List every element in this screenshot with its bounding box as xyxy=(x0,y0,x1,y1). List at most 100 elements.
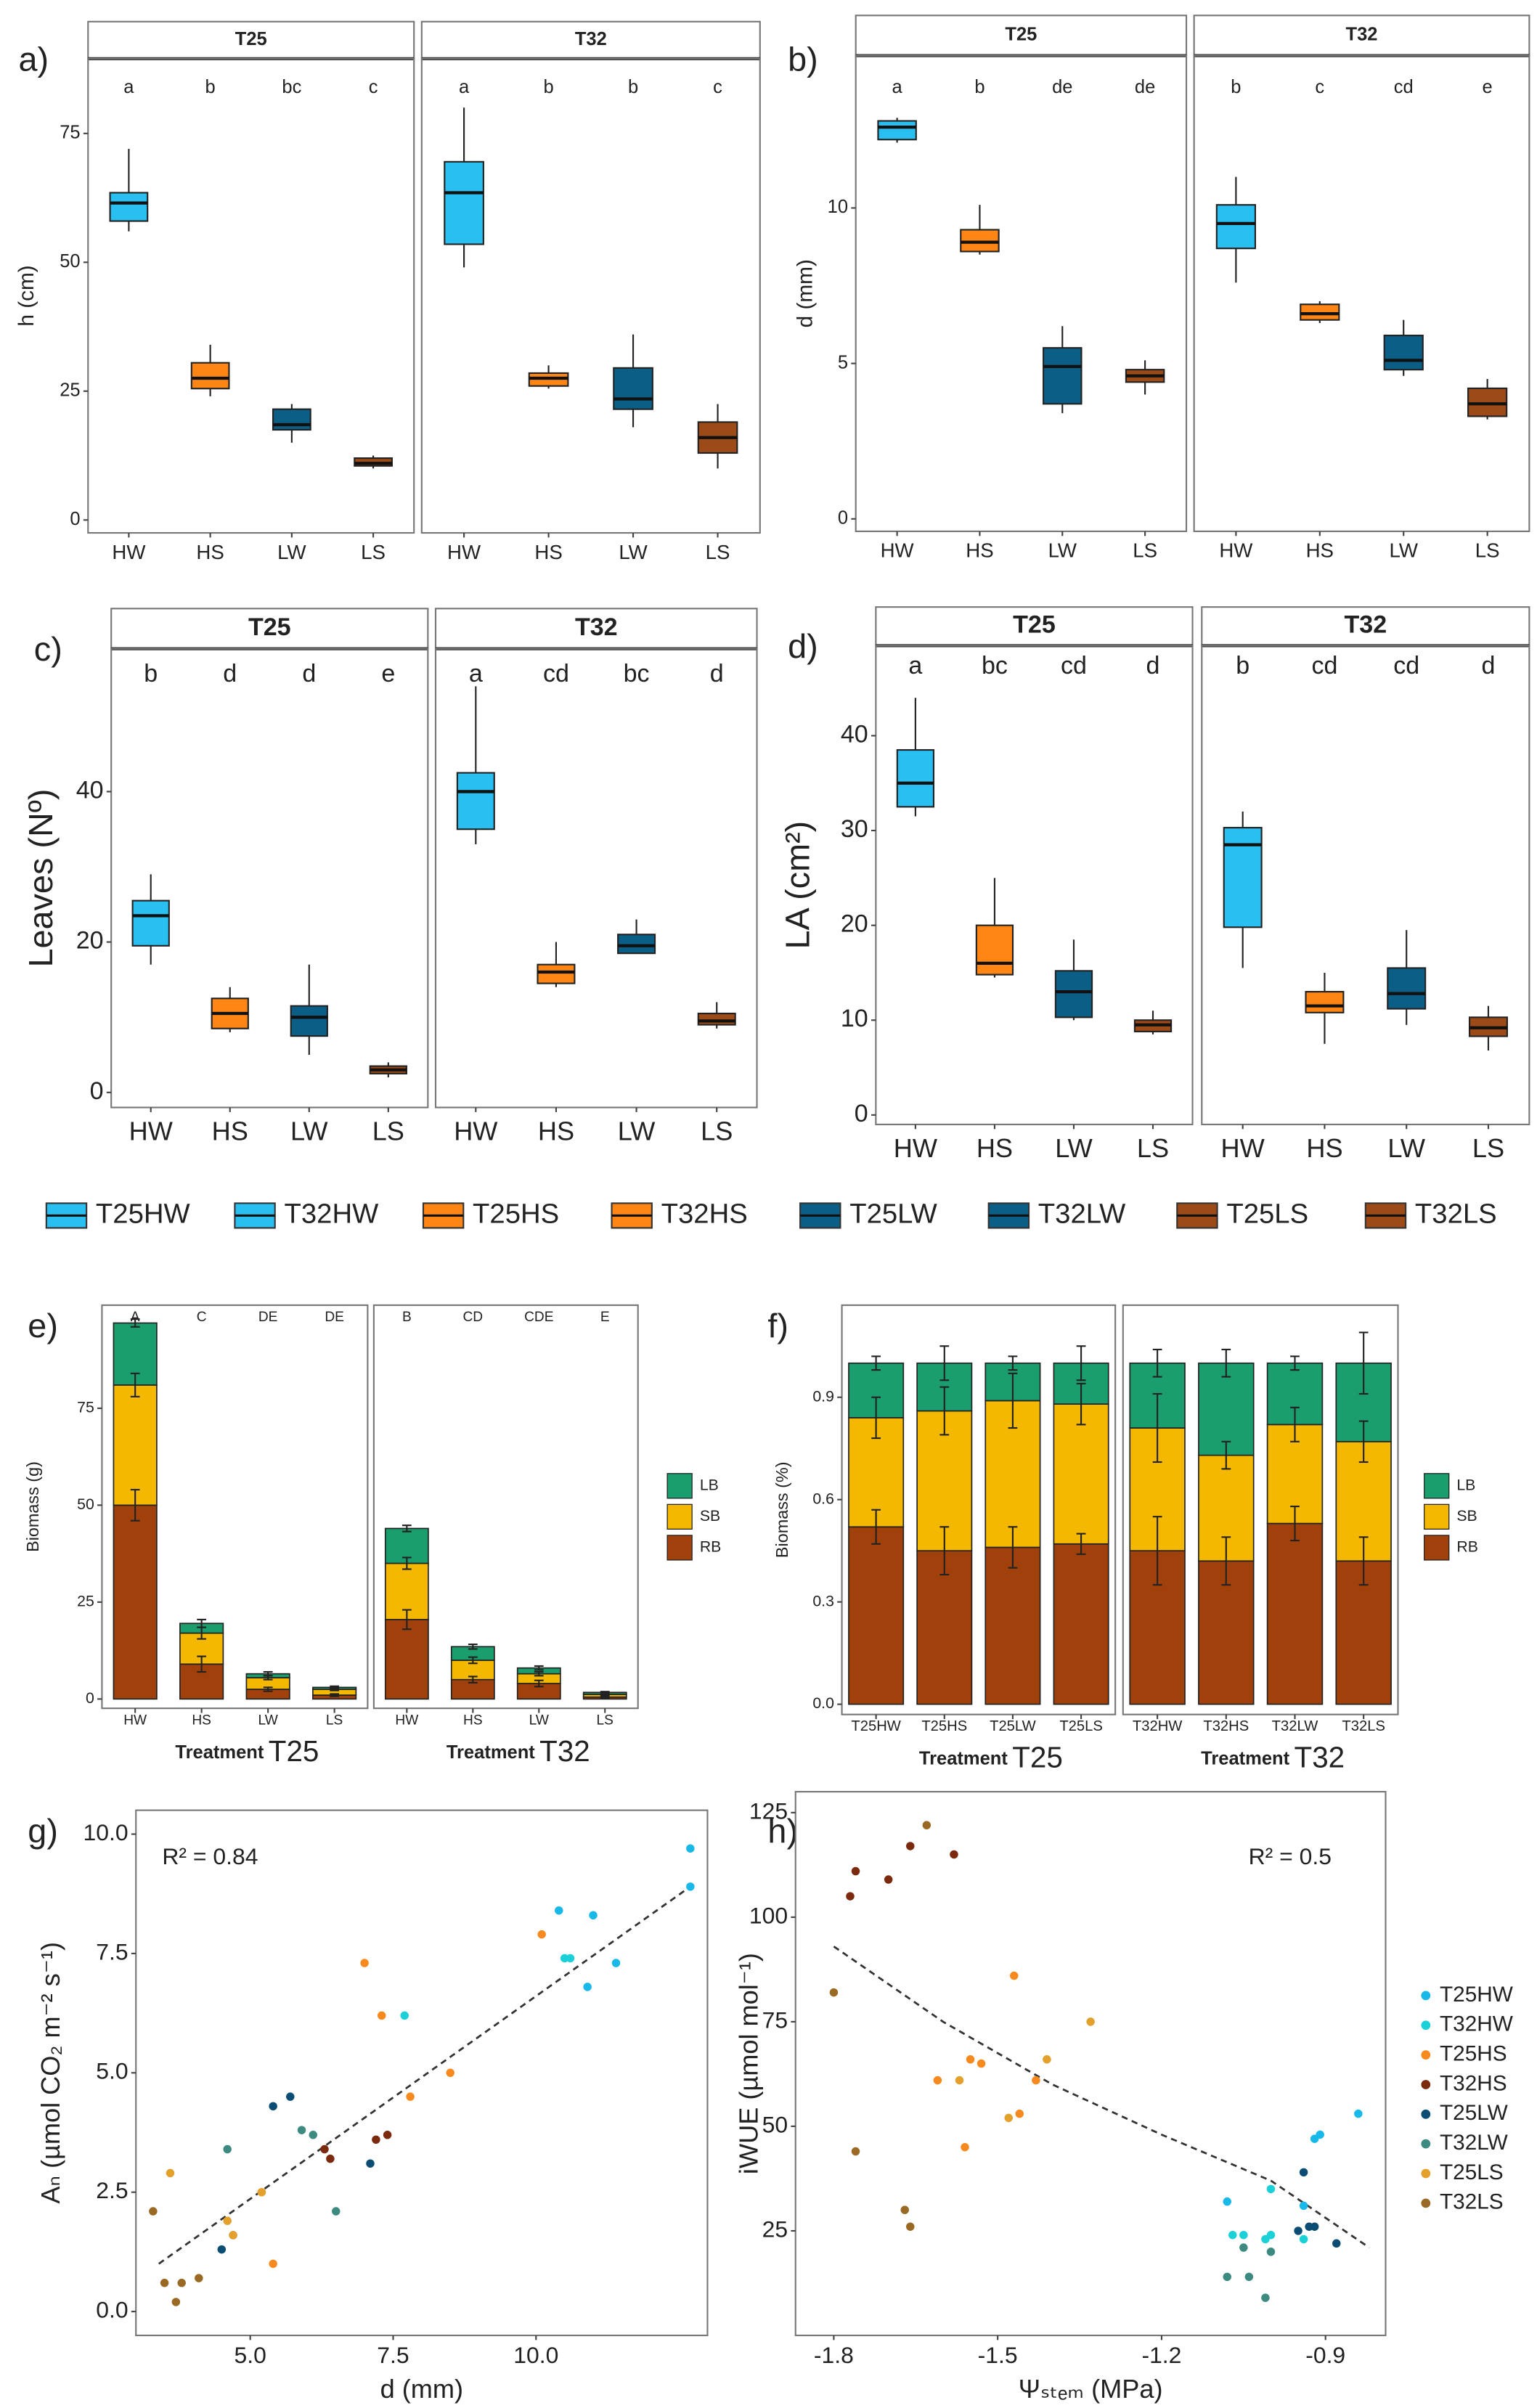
error-bar xyxy=(130,1488,140,1522)
significance-letter: CDE xyxy=(524,1310,553,1325)
significance-letter: b xyxy=(628,77,638,97)
significance-letter: e xyxy=(1483,77,1493,97)
error-bar xyxy=(1290,1355,1300,1371)
point xyxy=(1244,2272,1254,2282)
point xyxy=(589,1911,598,1920)
x-tick-label: HW xyxy=(454,1116,497,1146)
point xyxy=(686,1882,695,1891)
y-axis-title: h (cm) xyxy=(15,265,38,326)
panel-label: c) xyxy=(34,630,62,668)
facet-title: T25 xyxy=(235,29,267,49)
error-bar xyxy=(534,1679,544,1688)
y-tick-label: 75 xyxy=(762,2007,788,2033)
x-tick-label: LS xyxy=(706,541,730,563)
x-tick-label: -1.5 xyxy=(978,2342,1018,2368)
x-tick-label: LS xyxy=(1475,539,1500,562)
significance-letter: b xyxy=(543,77,553,97)
trend-line xyxy=(158,1885,691,2265)
point xyxy=(955,2076,964,2085)
panel-label: b) xyxy=(788,40,818,78)
significance-letter: c xyxy=(1315,77,1324,97)
y-axis-title: Biomass (%) xyxy=(772,1461,791,1558)
box xyxy=(896,748,935,808)
point xyxy=(269,2102,277,2111)
legend-label: T32HS xyxy=(1440,2071,1507,2095)
box xyxy=(975,924,1014,976)
point xyxy=(1266,2184,1276,2194)
significance-letter: a xyxy=(469,660,483,687)
y-tick-label: 0 xyxy=(90,1077,104,1105)
x-tick-label: -1.8 xyxy=(814,2342,854,2368)
facet-title: T25 xyxy=(1013,611,1056,639)
error-bar xyxy=(871,1396,881,1440)
legend-label: T32HW xyxy=(1440,2012,1513,2036)
point xyxy=(560,1954,569,1963)
significance-letter: c xyxy=(713,77,722,97)
significance-letter: bc xyxy=(982,652,1008,679)
legend-label: T25LW xyxy=(849,1199,937,1230)
x-axis-title: Treatment T32 xyxy=(447,1734,590,1768)
y-tick-label: 20 xyxy=(76,927,104,955)
error-bar xyxy=(468,1676,478,1683)
x-tick-label: T32HS xyxy=(1203,1718,1249,1734)
x-tick-label: HS xyxy=(196,541,224,563)
point xyxy=(257,2187,266,2197)
x-tick-label: HW xyxy=(447,541,481,563)
point xyxy=(977,2059,986,2068)
point xyxy=(1316,2130,1324,2139)
annotation: R² = 0.84 xyxy=(162,1843,258,1869)
x-tick-label: LS xyxy=(1137,1133,1169,1163)
bar-segment xyxy=(1053,1403,1109,1545)
x-tick-label: HS xyxy=(977,1133,1013,1163)
legend-label: SB xyxy=(1456,1507,1477,1525)
error-bar xyxy=(1008,1526,1018,1569)
box xyxy=(697,1012,736,1026)
x-axis-title: Ψₛₜₑₘ (MPa) xyxy=(1019,2374,1163,2404)
error-bar xyxy=(1290,1506,1300,1542)
point xyxy=(297,2126,306,2134)
x-tick-label: HW xyxy=(395,1713,418,1728)
significance-letter: d xyxy=(710,660,724,687)
legend-label: RB xyxy=(1456,1538,1478,1556)
strip xyxy=(110,608,429,650)
significance-letter: C xyxy=(197,1310,207,1325)
error-bar xyxy=(130,1372,140,1397)
y-tick-label: 0 xyxy=(86,1689,94,1707)
x-tick-label: 5.0 xyxy=(234,2342,266,2368)
error-bar xyxy=(600,1691,610,1694)
x-tick-label: T32LW xyxy=(1272,1718,1318,1734)
facet-title: T32 xyxy=(575,613,618,641)
point xyxy=(1032,2076,1040,2085)
box xyxy=(1305,991,1345,1013)
y-tick-label: 20 xyxy=(841,910,868,938)
significance-letter: b xyxy=(205,77,216,97)
legend-label: T32HS xyxy=(661,1199,748,1230)
point xyxy=(372,2135,380,2144)
x-tick-label: -0.9 xyxy=(1305,2342,1345,2368)
legend-label: T25LW xyxy=(1440,2101,1508,2125)
x-tick-label: LS xyxy=(372,1116,404,1146)
facet-title: T32 xyxy=(1345,611,1387,639)
x-tick-label: HW xyxy=(123,1713,147,1728)
error-bar xyxy=(534,1670,544,1677)
error-bar xyxy=(1221,1348,1231,1378)
significance-letter: E xyxy=(600,1310,610,1325)
trend-line xyxy=(833,1946,1370,2249)
y-tick-label: 0 xyxy=(70,509,80,529)
point xyxy=(223,2216,232,2225)
y-tick-label: 30 xyxy=(841,815,868,843)
box xyxy=(1223,827,1263,928)
box xyxy=(537,963,576,984)
point xyxy=(933,2076,942,2085)
facet-title: T25 xyxy=(1012,1740,1063,1774)
x-tick-label: T25HW xyxy=(851,1718,900,1734)
panel-label: e) xyxy=(28,1307,58,1344)
error-bar xyxy=(534,1665,544,1671)
point xyxy=(332,2207,341,2216)
legend-label: T25LS xyxy=(1226,1199,1308,1230)
point xyxy=(961,2143,969,2152)
point xyxy=(1261,2293,1270,2302)
strip xyxy=(87,20,415,60)
error-bar xyxy=(1290,1406,1300,1442)
